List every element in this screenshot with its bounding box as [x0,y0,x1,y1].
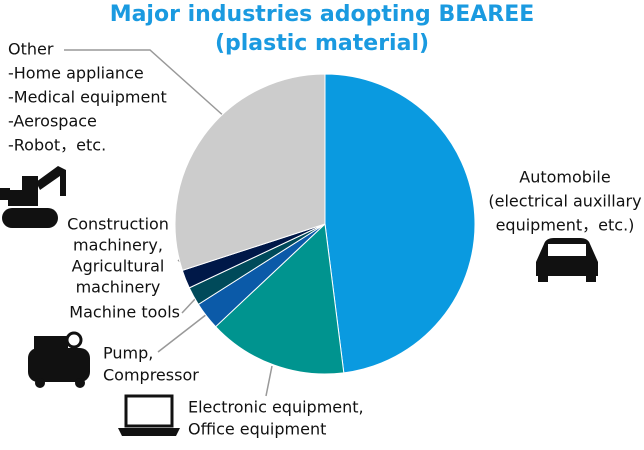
slice-label: Machine tools [69,303,180,322]
leader-line [265,365,273,397]
slice-label: -Robot，etc. [8,136,106,155]
slice-label: -Aerospace [8,112,97,131]
compressor-icon [28,331,90,388]
leader-line [157,313,208,353]
pie-slice [324,73,476,374]
chart-subtitle: (plastic material) [215,31,429,56]
slice-label: (electrical auxillary [488,192,641,211]
slice-label: Pump, [103,344,153,363]
leader-lines [64,49,273,397]
slice-label: -Medical equipment [8,88,167,107]
slice-label: Agricultural [72,257,165,276]
slice-label: machinery [76,278,161,297]
slice-label: Automobile [519,168,610,187]
slice-label: Office equipment [188,420,326,439]
excavator-icon [0,166,66,228]
slice-label: Electronic equipment, [188,398,364,417]
leader-line [64,49,227,119]
chart-title: Major industries adopting BEAREE [110,2,535,27]
laptop-icon [118,394,180,436]
leader-line [181,297,197,314]
pie-slice [174,73,326,271]
slice-label: -Home appliance [8,64,144,83]
slice-label: Construction [67,215,169,234]
pie-slice [214,222,345,375]
car-icon [536,238,598,282]
slice-label: Other [8,40,54,59]
slice-label: machinery, [73,236,163,255]
slice-label: Compressor [103,366,199,385]
slice-label: equipment，etc.) [496,216,635,235]
